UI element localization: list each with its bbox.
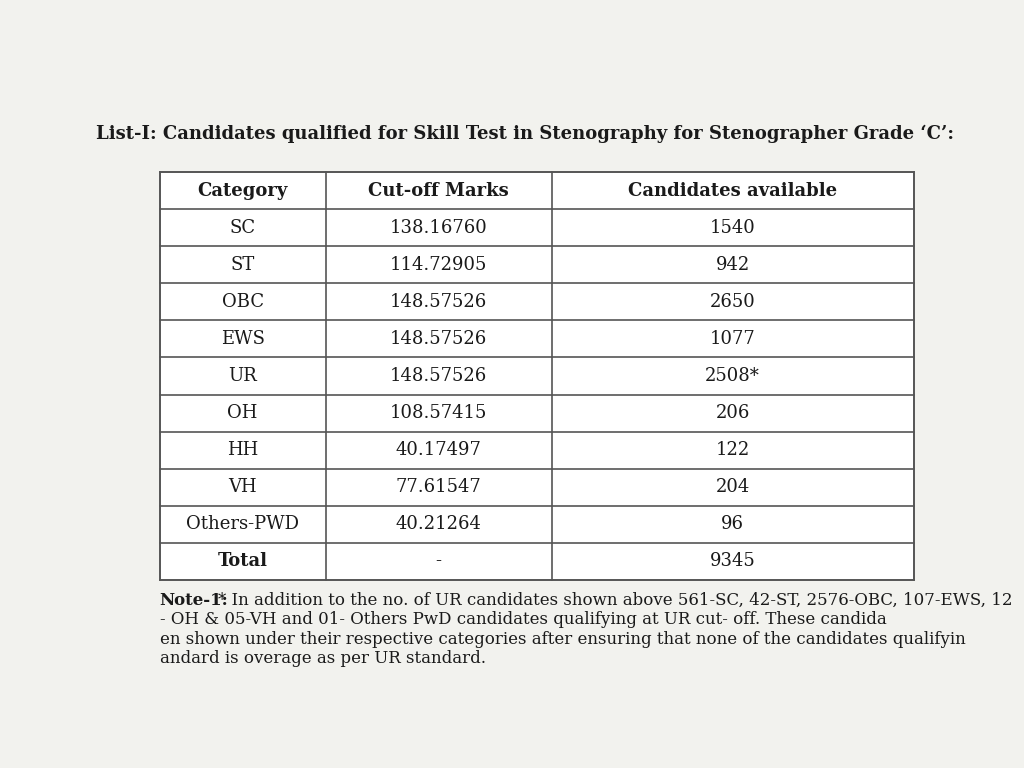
Text: 1540: 1540 <box>710 219 756 237</box>
Text: 40.17497: 40.17497 <box>395 441 481 459</box>
Text: 138.16760: 138.16760 <box>390 219 487 237</box>
Text: Others-PWD: Others-PWD <box>186 515 299 534</box>
Text: Note-1:: Note-1: <box>160 592 228 609</box>
Text: 2650: 2650 <box>710 293 756 311</box>
Text: 148.57526: 148.57526 <box>390 293 487 311</box>
Text: - OH & 05-VH and 01- Others PwD candidates qualifying at UR cut- off. These cand: - OH & 05-VH and 01- Others PwD candidat… <box>160 611 887 628</box>
Text: ST: ST <box>230 256 255 273</box>
Text: -: - <box>435 552 441 571</box>
Text: 108.57415: 108.57415 <box>390 404 487 422</box>
Text: 96: 96 <box>721 515 744 534</box>
Text: 122: 122 <box>716 441 750 459</box>
Text: 77.61547: 77.61547 <box>396 478 481 496</box>
Text: 114.72905: 114.72905 <box>390 256 487 273</box>
Text: 9345: 9345 <box>710 552 756 571</box>
Text: * In addition to the no. of UR candidates shown above 561-SC, 42-ST, 2576-OBC, 1: * In addition to the no. of UR candidate… <box>218 592 1012 609</box>
Text: UR: UR <box>228 367 257 385</box>
Text: Total: Total <box>218 552 267 571</box>
Text: OH: OH <box>227 404 258 422</box>
Text: HH: HH <box>227 441 258 459</box>
Text: en shown under their respective categories after ensuring that none of the candi: en shown under their respective categori… <box>160 631 966 648</box>
Text: 206: 206 <box>716 404 750 422</box>
Text: andard is overage as per UR standard.: andard is overage as per UR standard. <box>160 650 485 667</box>
Bar <box>160 172 913 580</box>
Text: 942: 942 <box>716 256 750 273</box>
Text: OBC: OBC <box>221 293 264 311</box>
Text: 204: 204 <box>716 478 750 496</box>
Text: VH: VH <box>228 478 257 496</box>
Text: Candidates available: Candidates available <box>628 181 838 200</box>
Text: SC: SC <box>229 219 256 237</box>
Text: 148.57526: 148.57526 <box>390 367 487 385</box>
Text: List-I: Candidates qualified for Skill Test in Stenography for Stenographer Grad: List-I: Candidates qualified for Skill T… <box>96 124 953 143</box>
Text: 2508*: 2508* <box>706 367 760 385</box>
Text: EWS: EWS <box>221 330 264 348</box>
Text: 40.21264: 40.21264 <box>395 515 481 534</box>
Text: Cut-off Marks: Cut-off Marks <box>369 181 509 200</box>
Text: Category: Category <box>198 181 288 200</box>
Text: 1077: 1077 <box>710 330 756 348</box>
Text: 148.57526: 148.57526 <box>390 330 487 348</box>
